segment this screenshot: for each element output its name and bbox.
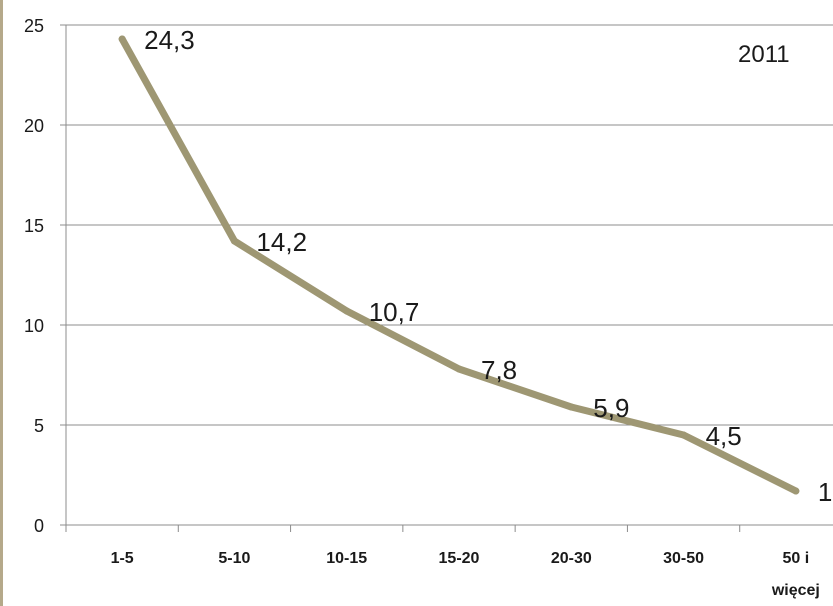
y-tick-label: 10: [24, 316, 44, 336]
data-label: 24,3: [144, 25, 195, 55]
x-tick-label: 10-15: [326, 550, 367, 567]
data-point: [230, 237, 238, 245]
x-tick-label: 15-20: [439, 550, 480, 567]
x-tick-label: 20-30: [551, 550, 592, 567]
y-tick-labels: 0 5 10 15 20 25: [24, 16, 44, 536]
data-point: [680, 431, 688, 439]
x-tick-label: 1-5: [111, 550, 134, 567]
data-point: [455, 365, 463, 373]
x-tick-label: 50 i więcej: [771, 550, 820, 599]
data-point: [343, 307, 351, 315]
y-tick-label: 20: [24, 116, 44, 136]
data-point: [792, 487, 800, 495]
left-border: [0, 0, 3, 606]
gridlines: [60, 24, 833, 426]
y-tick-label: 5: [34, 416, 44, 436]
x-tick-label: 5-10: [218, 550, 250, 567]
data-point: [118, 35, 126, 43]
x-tick-labels: 1-5 5-10 10-15 15-20 20-30 30-50 50 i więcej: [111, 550, 820, 599]
y-tick-label: 0: [34, 516, 44, 536]
x-tick-marks: [65, 525, 741, 532]
y-tick-label: 15: [24, 216, 44, 236]
series-group: [118, 35, 800, 495]
data-point: [567, 403, 575, 411]
data-label: 1,7: [818, 477, 833, 507]
data-label: 5,9: [593, 393, 629, 423]
axes: [60, 25, 833, 526]
data-label: 10,7: [369, 297, 420, 327]
series-line: [118, 35, 800, 495]
data-label: 7,8: [481, 355, 517, 385]
data-label: 4,5: [706, 421, 742, 451]
y-tick-label: 25: [24, 16, 44, 36]
data-labels: 24,3 14,2 10,7 7,8 5,9 4,5 1,7: [144, 25, 833, 507]
data-label: 14,2: [256, 227, 307, 257]
x-tick-label: 30-50: [663, 550, 704, 567]
year-annotation: 2011: [738, 41, 790, 68]
